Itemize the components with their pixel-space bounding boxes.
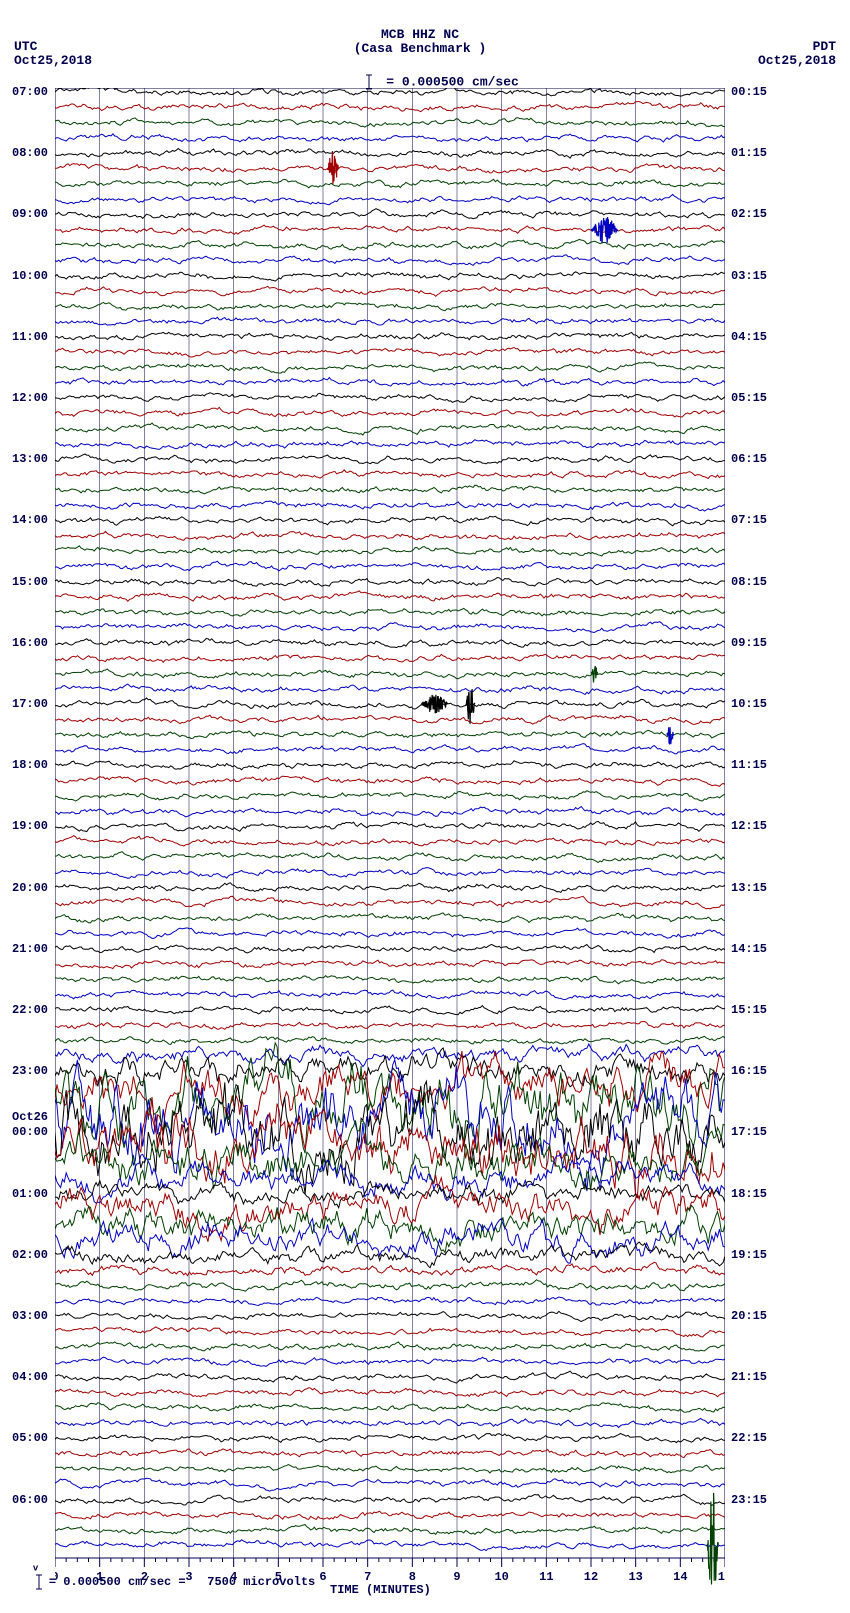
right-date: Oct25,2018 <box>758 54 836 68</box>
right-hour-label: 21:15 <box>731 1370 767 1384</box>
svg-text:13: 13 <box>628 1570 642 1584</box>
left-hour-label: 23:00 <box>12 1064 48 1078</box>
left-hour-label: 04:00 <box>12 1370 48 1384</box>
left-hour-label: 03:00 <box>12 1309 48 1323</box>
right-hour-label: 18:15 <box>731 1187 767 1201</box>
left-hour-label: 14:00 <box>12 513 48 527</box>
right-hour-label: 01:15 <box>731 146 767 160</box>
right-hour-label: 05:15 <box>731 391 767 405</box>
left-hour-label: 09:00 <box>12 207 48 221</box>
footer-scale: v = 0.000500 cm/sec = 7500 microvolts <box>4 1543 315 1605</box>
left-hour-label: 08:00 <box>12 146 48 160</box>
right-hour-label: 09:15 <box>731 636 767 650</box>
right-hour-label: 04:15 <box>731 330 767 344</box>
svg-text:10: 10 <box>494 1570 508 1584</box>
helicorder-plot: 0123456789101112131415 <box>55 88 725 1598</box>
svg-text:6: 6 <box>319 1570 326 1584</box>
right-hour-label: 13:15 <box>731 881 767 895</box>
left-hour-label: 18:00 <box>12 758 48 772</box>
left-hour-label: 22:00 <box>12 1003 48 1017</box>
right-hour-label: 07:15 <box>731 513 767 527</box>
left-hour-label: 12:00 <box>12 391 48 405</box>
right-hour-label: 08:15 <box>731 575 767 589</box>
left-hour-label: 01:00 <box>12 1187 48 1201</box>
footer-scale-text: = 0.000500 cm/sec = 7500 microvolts <box>49 1575 315 1589</box>
svg-text:8: 8 <box>409 1570 416 1584</box>
svg-text:11: 11 <box>539 1570 553 1584</box>
right-hour-label: 20:15 <box>731 1309 767 1323</box>
left-hour-label: 21:00 <box>12 942 48 956</box>
right-hour-label: 14:15 <box>731 942 767 956</box>
left-hour-label: 07:00 <box>12 85 48 99</box>
x-axis-label: TIME (MINUTES) <box>330 1583 431 1597</box>
svg-text:14: 14 <box>673 1570 687 1584</box>
left-hour-label: 16:00 <box>12 636 48 650</box>
left-hour-label: 19:00 <box>12 819 48 833</box>
right-hour-label: 15:15 <box>731 1003 767 1017</box>
left-hour-label: 11:00 <box>12 330 48 344</box>
svg-text:12: 12 <box>584 1570 598 1584</box>
svg-text:7: 7 <box>364 1570 371 1584</box>
right-hour-label: 03:15 <box>731 269 767 283</box>
right-hour-label: 23:15 <box>731 1493 767 1507</box>
right-hour-label: 19:15 <box>731 1248 767 1262</box>
left-hour-label: 06:00 <box>12 1493 48 1507</box>
left-hour-label: 02:00 <box>12 1248 48 1262</box>
left-hour-label: 15:00 <box>12 575 48 589</box>
right-hour-label: 16:15 <box>731 1064 767 1078</box>
left-hour-label: 00:00 <box>12 1125 48 1139</box>
right-hour-label: 02:15 <box>731 207 767 221</box>
svg-text:9: 9 <box>453 1570 460 1584</box>
left-hour-label: 05:00 <box>12 1431 48 1445</box>
station-name: (Casa Benchmark ) <box>320 42 520 56</box>
right-hour-label: 11:15 <box>731 758 767 772</box>
left-hour-label: Oct26 <box>12 1110 48 1124</box>
right-hour-label: 06:15 <box>731 452 767 466</box>
left-hour-label: 10:00 <box>12 269 48 283</box>
right-hour-label: 00:15 <box>731 85 767 99</box>
left-hour-label: 20:00 <box>12 881 48 895</box>
left-date: Oct25,2018 <box>14 54 92 68</box>
seismogram-page: MCB HHZ NC (Casa Benchmark ) = 0.000500 … <box>0 0 850 1613</box>
right-hour-label: 12:15 <box>731 819 767 833</box>
right-hour-label: 17:15 <box>731 1125 767 1139</box>
right-hour-label: 10:15 <box>731 697 767 711</box>
left-hour-label: 13:00 <box>12 452 48 466</box>
svg-text:15: 15 <box>718 1570 725 1584</box>
left-hour-label: 17:00 <box>12 697 48 711</box>
right-hour-label: 22:15 <box>731 1431 767 1445</box>
